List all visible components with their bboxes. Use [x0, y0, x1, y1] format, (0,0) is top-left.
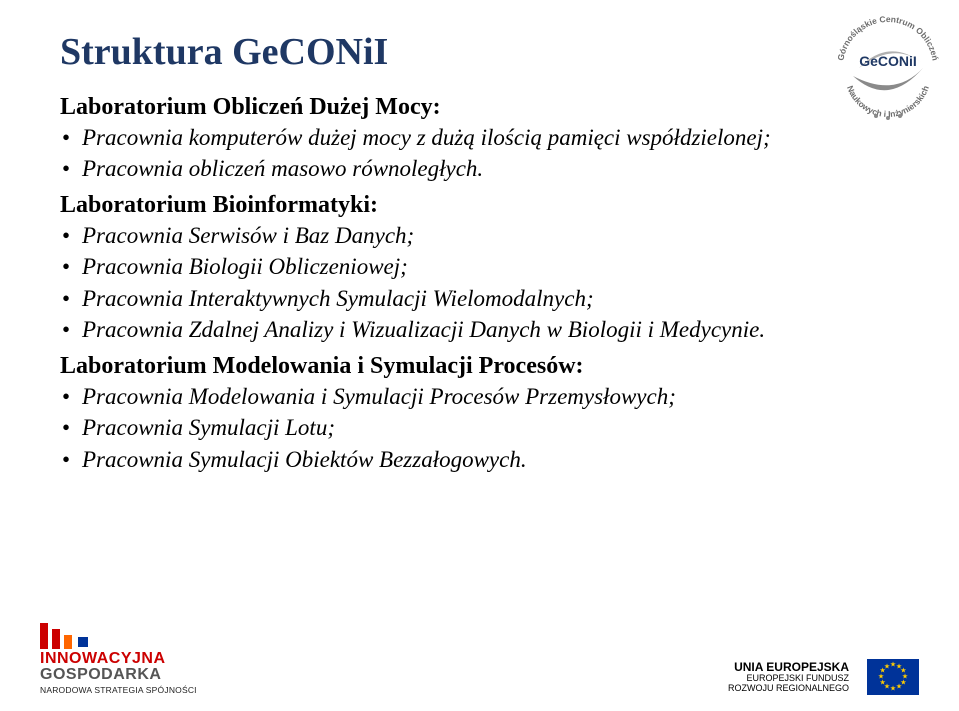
- list-item: Pracownia obliczeń masowo równoległych.: [82, 154, 909, 183]
- eu-star-icon: ★: [884, 663, 890, 670]
- list-item: Pracownia Symulacji Obiektów Bezzałogowy…: [82, 445, 909, 474]
- footer: INNOWACYJNA GOSPODARKA NARODOWA STRATEGI…: [0, 621, 959, 701]
- ue-line3: ROZWOJU REGIONALNEGO: [728, 684, 849, 694]
- ig-title-red: INNOWACYJNA: [40, 650, 166, 667]
- item-list: Pracownia Serwisów i Baz Danych;Pracowni…: [60, 221, 909, 345]
- ig-title: INNOWACYJNA GOSPODARKA: [40, 651, 197, 683]
- geconii-logo: Górnośląskie Centrum Obliczeń Naukowych …: [829, 8, 947, 126]
- ig-subtitle: NARODOWA STRATEGIA SPÓJNOŚCI: [40, 685, 197, 695]
- footer-right-logo: UNIA EUROPEJSKA EUROPEJSKI FUNDUSZ ROZWO…: [728, 659, 919, 695]
- eu-star-icon: ★: [896, 684, 902, 691]
- section-heading: Laboratorium Obliczeń Dużej Mocy:: [60, 94, 909, 121]
- ig-mark-icon: [40, 623, 197, 649]
- eu-star-icon: ★: [878, 674, 884, 681]
- list-item: Pracownia Biologii Obliczeniowej;: [82, 252, 909, 281]
- section-heading: Laboratorium Bioinformatyki:: [60, 192, 909, 219]
- eu-star-icon: ★: [879, 680, 885, 687]
- swoosh-icon: [853, 68, 923, 90]
- footer-left-logo: INNOWACYJNA GOSPODARKA NARODOWA STRATEGI…: [40, 623, 197, 695]
- eu-star-icon: ★: [890, 686, 896, 693]
- logo-brand: GeCONiI: [859, 53, 917, 69]
- list-item: Pracownia Serwisów i Baz Danych;: [82, 221, 909, 250]
- list-item: Pracownia Modelowania i Symulacji Proces…: [82, 382, 909, 411]
- list-item: Pracownia komputerów dużej mocy z dużą i…: [82, 123, 909, 152]
- list-item: Pracownia Interaktywnych Symulacji Wielo…: [82, 284, 909, 313]
- ue-line1: UNIA EUROPEJSKA: [728, 661, 849, 674]
- eu-flag-icon: ★★★★★★★★★★★★: [867, 659, 919, 695]
- slide: Struktura GeCONiI Laboratorium Obliczeń …: [0, 0, 959, 711]
- page-title: Struktura GeCONiI: [60, 30, 909, 74]
- ig-title-gray: GOSPODARKA: [40, 666, 161, 683]
- item-list: Pracownia Modelowania i Symulacji Proces…: [60, 382, 909, 474]
- section-heading: Laboratorium Modelowania i Symulacji Pro…: [60, 353, 909, 380]
- list-item: Pracownia Symulacji Lotu;: [82, 413, 909, 442]
- item-list: Pracownia komputerów dużej mocy z dużą i…: [60, 123, 909, 184]
- content-body: Laboratorium Obliczeń Dużej Mocy:Pracown…: [60, 94, 909, 474]
- list-item: Pracownia Zdalnej Analizy i Wizualizacji…: [82, 315, 909, 344]
